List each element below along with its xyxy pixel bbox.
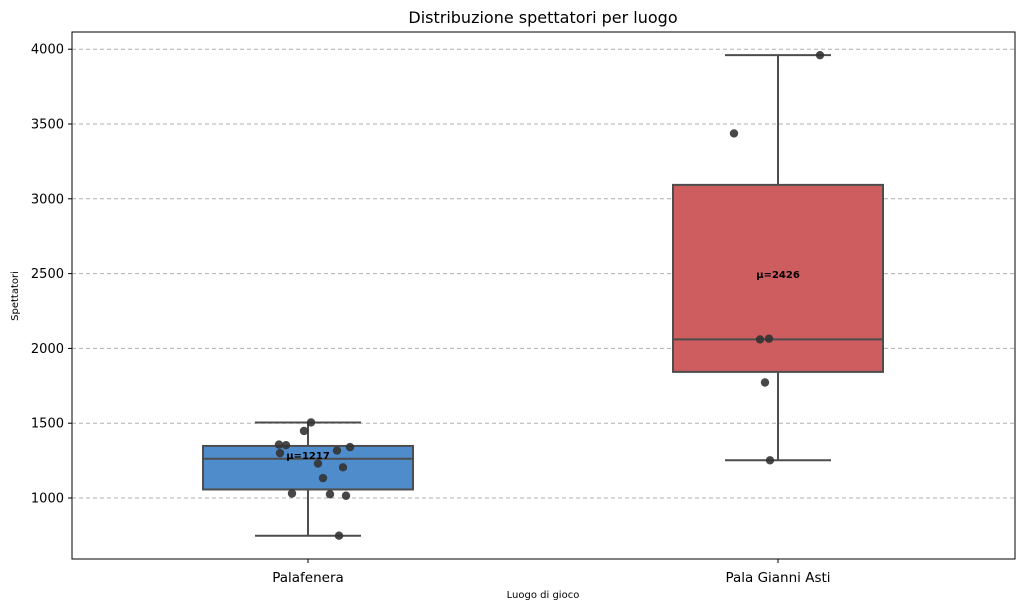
y-tick-label: 2000 bbox=[31, 342, 64, 357]
data-point bbox=[345, 442, 355, 452]
data-point bbox=[313, 459, 323, 468]
data-point bbox=[815, 50, 825, 60]
data-point bbox=[275, 448, 285, 458]
plot-frame bbox=[71, 31, 1016, 560]
y-tick-label: 1500 bbox=[31, 417, 64, 432]
y-axis-ticks: 1000 1500 2000 2500 3000 3500 4000 bbox=[31, 43, 72, 507]
data-point bbox=[299, 426, 309, 436]
y-tick-label: 2500 bbox=[31, 267, 64, 282]
x-tick-label: Pala Gianni Asti bbox=[725, 570, 830, 586]
boxes-layer: μ=1217 μ=2426 bbox=[202, 54, 884, 537]
box-group-1: μ=1217 bbox=[202, 421, 414, 537]
mean-label: μ=1217 bbox=[286, 451, 330, 462]
data-point bbox=[281, 440, 291, 450]
y-axis-label: Spettatori bbox=[10, 271, 21, 321]
chart-title: Distribuzione spettatori per luogo bbox=[408, 8, 677, 27]
data-point bbox=[765, 456, 775, 465]
data-point bbox=[318, 473, 328, 483]
data-point bbox=[325, 490, 335, 499]
box-group-2: μ=2426 bbox=[672, 54, 884, 462]
data-point bbox=[341, 491, 351, 500]
data-point bbox=[729, 129, 739, 138]
x-axis-label: Luogo di gioco bbox=[507, 590, 580, 601]
box-iqr bbox=[202, 444, 414, 491]
data-point bbox=[764, 334, 774, 343]
mean-label: μ=2426 bbox=[756, 270, 800, 281]
points-layer bbox=[274, 50, 825, 540]
data-point bbox=[334, 531, 344, 540]
data-point bbox=[287, 489, 297, 498]
y-tick-label: 4000 bbox=[31, 43, 64, 58]
y-tick-label: 1000 bbox=[31, 492, 64, 507]
data-point bbox=[755, 335, 765, 344]
y-gridlines bbox=[72, 48, 1015, 499]
data-point bbox=[338, 463, 348, 472]
data-point bbox=[274, 440, 284, 449]
data-point bbox=[760, 378, 770, 387]
data-point bbox=[306, 418, 316, 427]
y-tick-label: 3500 bbox=[31, 118, 64, 133]
box-iqr bbox=[672, 183, 884, 373]
x-axis-ticks: Palafenera Pala Gianni Asti bbox=[272, 559, 831, 586]
y-tick-label: 3000 bbox=[31, 192, 64, 207]
x-tick-label: Palafenera bbox=[272, 570, 344, 586]
data-point bbox=[332, 446, 342, 455]
